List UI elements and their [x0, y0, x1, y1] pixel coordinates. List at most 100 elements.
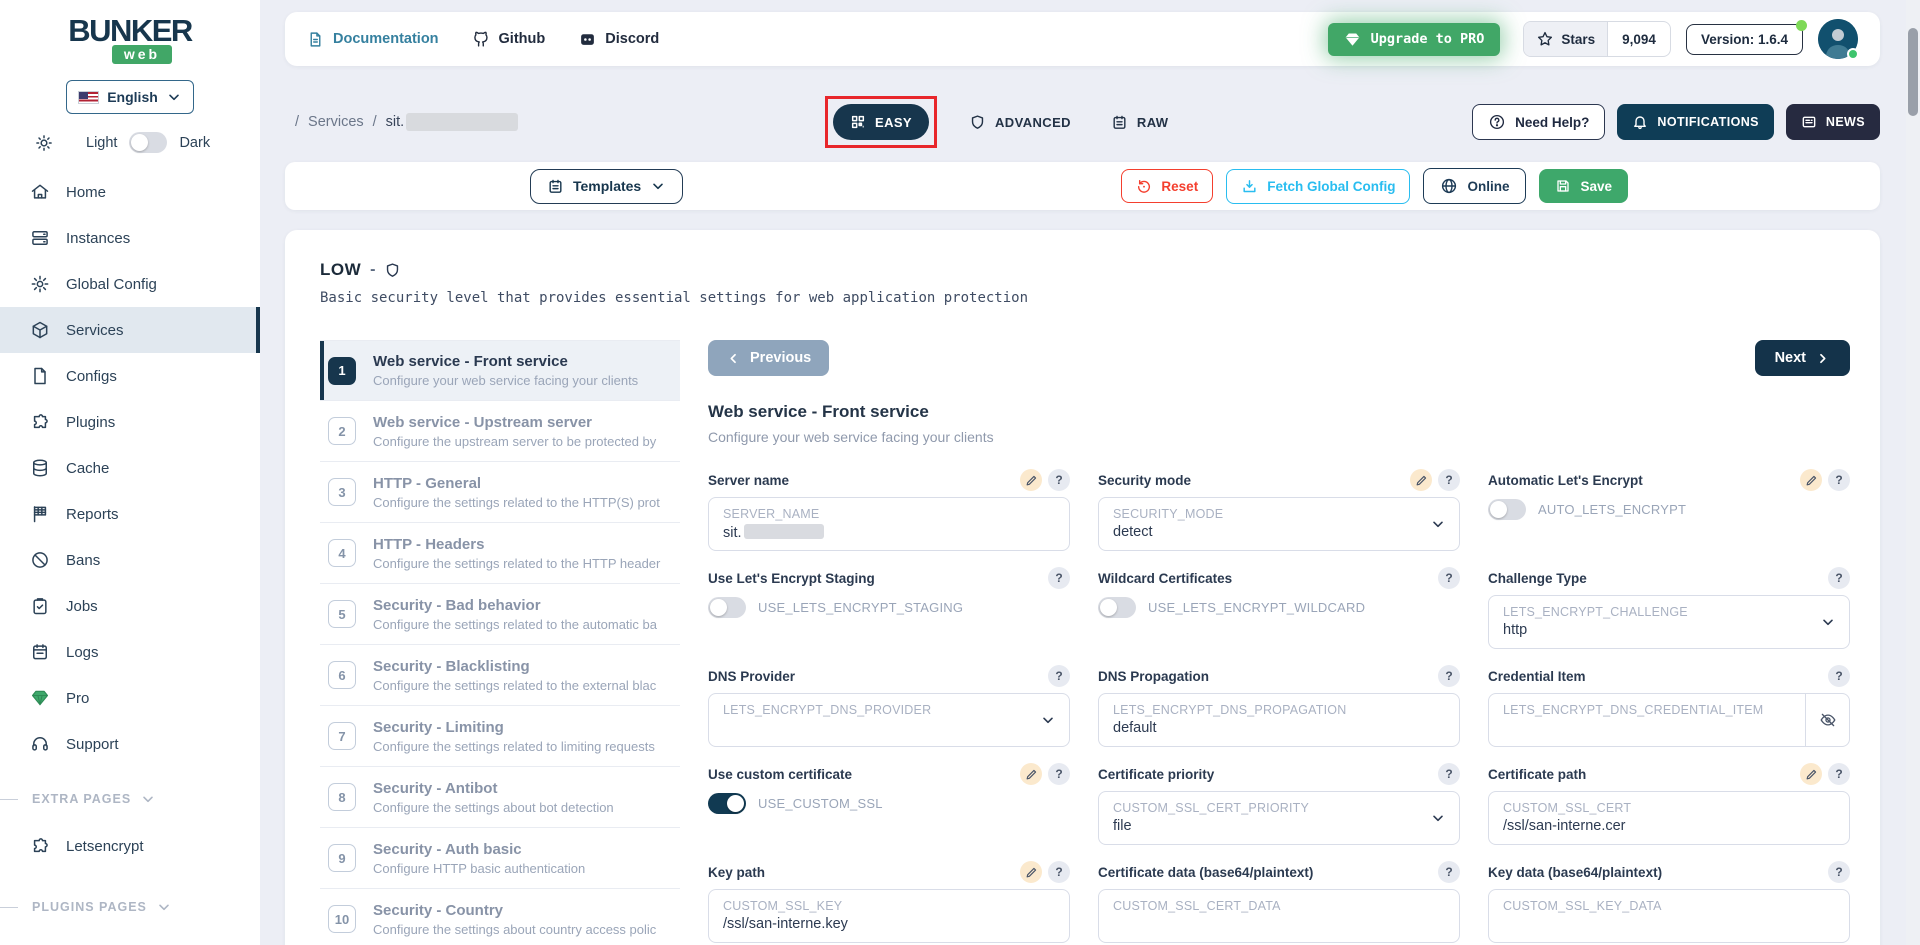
sidebar-item-home[interactable]: Home — [0, 169, 260, 215]
field-label: Key data (base64/plaintext) — [1488, 864, 1663, 880]
sidebar-item-logs[interactable]: Logs — [0, 629, 260, 675]
fetch-global-config-button[interactable]: Fetch Global Config — [1226, 168, 1411, 204]
language-selector[interactable]: English — [66, 80, 194, 114]
edit-pencil-icon[interactable] — [1800, 469, 1822, 491]
step-item-3[interactable]: 3 HTTP - General Configure the settings … — [320, 462, 680, 523]
input-server-name[interactable]: SERVER_NAME sit. — [708, 497, 1070, 551]
sidebar-item-global-config[interactable]: Global Config — [0, 261, 260, 307]
step-item-2[interactable]: 2 Web service - Upstream server Configur… — [320, 401, 680, 462]
sidebar-item-jobs[interactable]: Jobs — [0, 583, 260, 629]
toggle-use-lets-encrypt-wildcard[interactable] — [1098, 597, 1136, 618]
step-item-10[interactable]: 10 Security - Country Configure the sett… — [320, 889, 680, 945]
step-item-9[interactable]: 9 Security - Auth basic Configure HTTP b… — [320, 828, 680, 889]
discord-link[interactable]: Discord — [579, 31, 659, 48]
tab-easy[interactable]: EASY — [833, 104, 930, 140]
field-placeholder: CUSTOM_SSL_CERT_PRIORITY — [1113, 801, 1310, 815]
save-button[interactable]: Save — [1539, 169, 1628, 203]
scrollbar-thumb[interactable] — [1908, 28, 1918, 116]
help-icon[interactable]: ? — [1438, 861, 1460, 883]
step-item-5[interactable]: 5 Security - Bad behavior Configure the … — [320, 584, 680, 645]
help-icon[interactable]: ? — [1438, 469, 1460, 491]
need-help-button[interactable]: Need Help? — [1472, 104, 1606, 140]
select-lets-encrypt-dns-provider[interactable]: LETS_ENCRYPT_DNS_PROVIDER — [708, 693, 1070, 747]
sidebar-item-support[interactable]: Support — [0, 721, 260, 767]
select-security-mode[interactable]: SECURITY_MODE detect — [1098, 497, 1460, 551]
step-item-1[interactable]: 1 Web service - Front service Configure … — [320, 340, 680, 401]
sidebar-item-bans[interactable]: Bans — [0, 537, 260, 583]
sidebar-item-reports[interactable]: Reports — [0, 491, 260, 537]
help-icon[interactable]: ? — [1828, 665, 1850, 687]
edit-pencil-icon[interactable] — [1020, 861, 1042, 883]
upgrade-to-pro-button[interactable]: Upgrade to PRO — [1327, 22, 1501, 56]
tab-raw[interactable]: RAW — [1111, 114, 1169, 131]
breadcrumb-services[interactable]: Services — [308, 114, 364, 130]
page-scrollbar[interactable] — [1906, 0, 1920, 945]
theme-toggle[interactable] — [129, 132, 168, 153]
version-badge: Version: 1.6.4 — [1685, 19, 1807, 55]
sidebar-item-instances[interactable]: Instances — [0, 215, 260, 261]
github-link[interactable]: Github — [473, 31, 545, 48]
edit-pencil-icon[interactable] — [1020, 763, 1042, 785]
input-lets-encrypt-dns-credential-item[interactable]: LETS_ENCRYPT_DNS_CREDENTIAL_ITEM — [1488, 693, 1850, 747]
select-lets-encrypt-challenge[interactable]: LETS_ENCRYPT_CHALLENGE http — [1488, 595, 1850, 649]
help-icon[interactable]: ? — [1828, 567, 1850, 589]
field-placeholder: CUSTOM_SSL_KEY_DATA — [1503, 899, 1662, 913]
input-custom-ssl-key[interactable]: CUSTOM_SSL_KEY/ssl/san-interne.key — [708, 889, 1070, 943]
help-icon[interactable]: ? — [1438, 665, 1460, 687]
eye-off-icon — [1820, 713, 1835, 727]
step-item-6[interactable]: 6 Security - Blacklisting Configure the … — [320, 645, 680, 706]
sidebar-item-label: Cache — [66, 459, 110, 477]
help-icon[interactable]: ? — [1438, 763, 1460, 785]
templates-dropdown[interactable]: Templates — [530, 168, 684, 204]
file-icon — [34, 367, 46, 385]
step-item-8[interactable]: 8 Security - Antibot Configure the setti… — [320, 767, 680, 828]
sidebar-section-extra-pages[interactable]: EXTRA PAGES — [0, 791, 260, 807]
sidebar-item-configs[interactable]: Configs — [0, 353, 260, 399]
previous-button[interactable]: Previous — [708, 340, 830, 376]
help-icon[interactable]: ? — [1828, 469, 1850, 491]
help-icon[interactable]: ? — [1048, 861, 1070, 883]
help-icon[interactable]: ? — [1048, 763, 1070, 785]
help-icon[interactable]: ? — [1048, 665, 1070, 687]
sidebar-item-letsencrypt[interactable]: Letsencrypt — [0, 823, 260, 869]
toggle-auto-lets-encrypt[interactable] — [1488, 499, 1526, 520]
help-icon[interactable]: ? — [1048, 567, 1070, 589]
next-button[interactable]: Next — [1754, 340, 1850, 376]
sidebar-item-services[interactable]: Services — [0, 307, 260, 353]
toggle-use-custom-ssl[interactable] — [708, 793, 746, 814]
input-custom-ssl-key-data[interactable]: CUSTOM_SSL_KEY_DATA — [1488, 889, 1850, 943]
edit-pencil-icon[interactable] — [1800, 763, 1822, 785]
toggle-use-lets-encrypt-staging[interactable] — [708, 597, 746, 618]
us-flag-icon — [78, 90, 100, 104]
online-status-dot — [1847, 48, 1859, 60]
tab-advanced[interactable]: ADVANCED — [969, 114, 1071, 131]
online-button[interactable]: Online — [1423, 168, 1527, 204]
input-lets-encrypt-dns-propagation[interactable]: LETS_ENCRYPT_DNS_PROPAGATION default — [1098, 693, 1460, 747]
breadcrumb-service-name: sit. — [386, 113, 519, 131]
globe-icon — [1440, 177, 1458, 195]
documentation-link[interactable]: Documentation — [307, 31, 439, 48]
help-icon[interactable]: ? — [1828, 861, 1850, 883]
help-icon[interactable]: ? — [1828, 763, 1850, 785]
sidebar-item-cache[interactable]: Cache — [0, 445, 260, 491]
help-icon[interactable]: ? — [1048, 469, 1070, 491]
step-title: Security - Country — [373, 901, 504, 919]
chev-down-icon — [1823, 619, 1833, 626]
select-custom-ssl-cert-priority[interactable]: CUSTOM_SSL_CERT_PRIORITY file — [1098, 791, 1460, 845]
github-stars-button[interactable]: Stars 9,094 — [1523, 21, 1671, 57]
input-custom-ssl-cert[interactable]: CUSTOM_SSL_CERT/ssl/san-interne.cer — [1488, 791, 1850, 845]
step-item-4[interactable]: 4 HTTP - Headers Configure the settings … — [320, 523, 680, 584]
help-icon[interactable]: ? — [1438, 567, 1460, 589]
avatar[interactable] — [1818, 19, 1859, 60]
edit-pencil-icon[interactable] — [1020, 469, 1042, 491]
sidebar-item-plugins[interactable]: Plugins — [0, 399, 260, 445]
reset-button[interactable]: Reset — [1121, 169, 1214, 203]
news-button[interactable]: NEWS — [1785, 104, 1880, 140]
notifications-button[interactable]: NOTIFICATIONS — [1617, 104, 1774, 140]
step-item-7[interactable]: 7 Security - Limiting Configure the sett… — [320, 706, 680, 767]
edit-pencil-icon[interactable] — [1410, 469, 1432, 491]
sidebar-item-pro[interactable]: Pro — [0, 675, 260, 721]
sidebar-section-plugins-pages[interactable]: PLUGINS PAGES — [0, 899, 260, 915]
input-custom-ssl-cert-data[interactable]: CUSTOM_SSL_CERT_DATA — [1098, 889, 1460, 943]
eye-off-icon[interactable] — [1805, 694, 1849, 746]
